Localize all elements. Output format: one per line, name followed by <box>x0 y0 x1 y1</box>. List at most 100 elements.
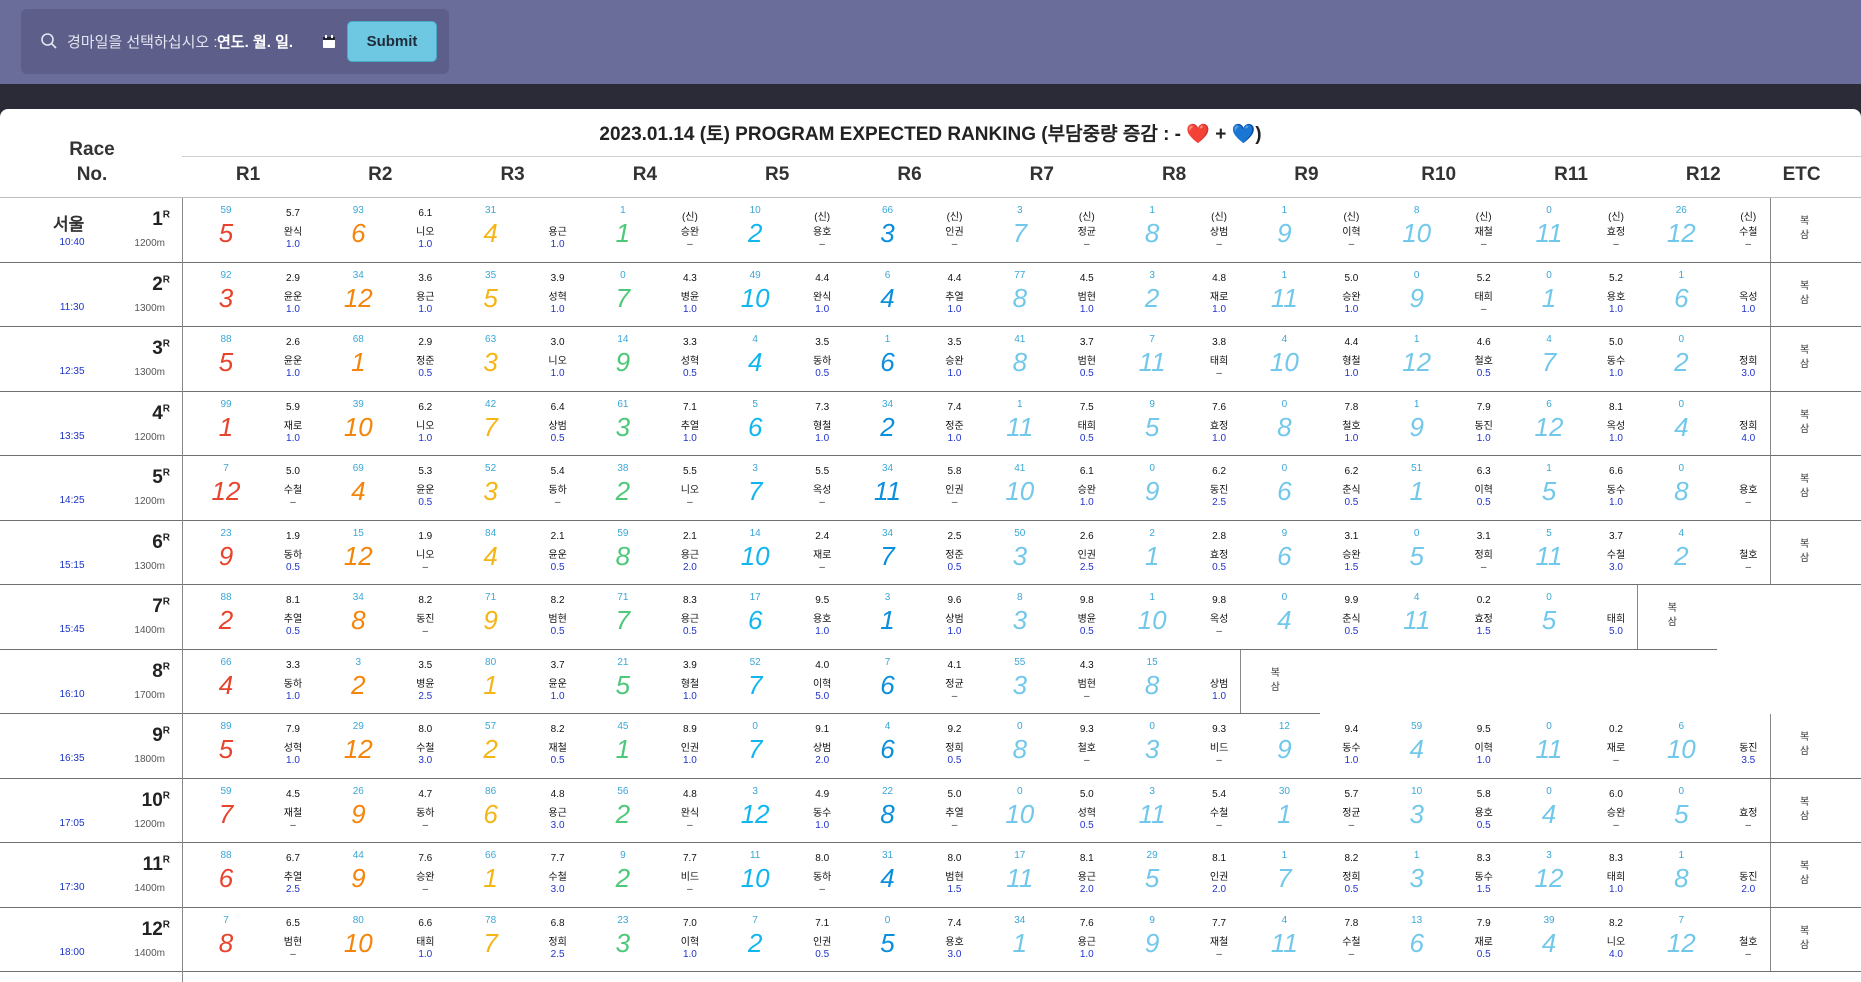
race-time[interactable]: 15:45 <box>44 624 100 635</box>
horse-number: 8 <box>1128 218 1176 248</box>
jockey-name: 범현 <box>1065 288 1109 303</box>
odds-rank: 23 <box>611 915 635 926</box>
jockey-name: 범현 <box>933 868 977 883</box>
horse-cell: 5 11 3.7 수철 3.0 <box>1505 521 1638 586</box>
odds-rank: 0 <box>1537 592 1561 603</box>
horse-number: 4 <box>864 283 912 313</box>
jockey-name: 재로 <box>800 546 844 561</box>
jockey-name: 동하 <box>271 546 315 561</box>
weight-change: 2.0 <box>1726 884 1770 895</box>
horse-cell: 0 4 정희 4.0 <box>1637 392 1770 457</box>
horse-cell: 3 2 4.8 재로 1.0 <box>1108 263 1241 328</box>
odds-rank: 30 <box>1272 786 1296 797</box>
calendar-icon[interactable] <box>322 34 336 49</box>
horse-number: 3 <box>1393 799 1441 829</box>
jockey-name: 성혁 <box>1065 804 1109 819</box>
date-input[interactable]: 연도. 월. 일. <box>217 31 293 52</box>
horse-number: 6 <box>1657 283 1705 313</box>
race-time[interactable]: 15:15 <box>44 560 100 571</box>
etc-divider <box>1770 908 1771 973</box>
etc-line1: 복 <box>1790 409 1820 423</box>
weight-change: 0.5 <box>1329 884 1373 895</box>
horse-cell: 15 8 상범 1.0 <box>1108 650 1241 715</box>
jockey-name: 동하 <box>271 675 315 690</box>
horse-cell: 61 3 7.1 추열 1.0 <box>579 392 712 457</box>
horse-cell: 29 5 8.1 인권 2.0 <box>1108 843 1241 908</box>
jockey-name: 병윤 <box>1065 610 1109 625</box>
odds-rank: 9 <box>1272 528 1296 539</box>
expected-score: 9.1 <box>800 724 844 735</box>
race-time[interactable]: 18:00 <box>44 947 100 958</box>
expected-score: 4.4 <box>1329 337 1373 348</box>
odds-rank: 11 <box>743 850 767 861</box>
weight-change: – <box>403 562 447 573</box>
weight-change: 3.0 <box>536 884 580 895</box>
weight-change: 1.0 <box>1594 304 1638 315</box>
odds-rank: 17 <box>743 592 767 603</box>
race-time[interactable]: 17:30 <box>44 882 100 893</box>
race-time[interactable]: 12:35 <box>44 366 100 377</box>
odds-rank: 34 <box>1008 915 1032 926</box>
horse-cell: 49 10 4.4 완식 1.0 <box>711 263 844 328</box>
odds-rank: 0 <box>1537 205 1561 216</box>
horse-number: 4 <box>467 541 515 571</box>
horse-cell: 59 5 5.7 완식 1.0 <box>182 198 315 263</box>
race-time[interactable]: 16:10 <box>44 689 100 700</box>
submit-button[interactable]: Submit <box>347 21 437 62</box>
jockey-name: 동진 <box>1462 417 1506 432</box>
jockey-name: 수철 <box>1594 546 1638 561</box>
weight-change: – <box>668 820 712 831</box>
weight-change: – <box>1594 755 1638 766</box>
weight-change: 0.5 <box>1329 497 1373 508</box>
horse-cell: 15 12 1.9 니오 – <box>314 521 447 586</box>
weight-change: – <box>1197 626 1241 637</box>
jockey-name: 효정 <box>1197 546 1241 561</box>
odds-rank: 1 <box>1405 399 1429 410</box>
jockey-name: 동진 <box>403 610 447 625</box>
race-time[interactable]: 14:25 <box>44 495 100 506</box>
horse-number: 3 <box>864 218 912 248</box>
expected-score: 7.1 <box>800 918 844 929</box>
race-time[interactable]: 11:30 <box>44 302 100 313</box>
expected-score: 7.8 <box>1329 402 1373 413</box>
horse-number: 9 <box>599 347 647 377</box>
horse-number: 8 <box>864 799 912 829</box>
expected-score: 5.0 <box>1065 789 1109 800</box>
jockey-name: 정희 <box>536 933 580 948</box>
horse-number: 10 <box>1393 218 1441 248</box>
race-time[interactable]: 16:35 <box>44 753 100 764</box>
expected-score: 8.1 <box>1065 853 1109 864</box>
expected-score: 4.4 <box>933 273 977 284</box>
odds-rank: 26 <box>1669 205 1693 216</box>
odds-rank: 2 <box>1140 528 1164 539</box>
horse-number: 4 <box>467 218 515 248</box>
horse-number: 7 <box>1260 863 1308 893</box>
jockey-name: 재로 <box>271 417 315 432</box>
race-number-value: 10 <box>142 790 163 811</box>
race-distance: 1300m <box>115 367 165 378</box>
horse-cell: 30 1 5.7 정균 – <box>1240 779 1373 844</box>
horse-number: 3 <box>996 605 1044 635</box>
expected-score: 3.3 <box>668 337 712 348</box>
horse-number: 1 <box>864 605 912 635</box>
jockey-name: 태희 <box>1594 610 1638 625</box>
race-number: 8R <box>120 661 170 683</box>
race-time[interactable]: 10:40 <box>44 237 100 248</box>
column-header: R6 <box>870 164 950 186</box>
horse-cell: 63 3 3.0 니오 1.0 <box>447 327 580 392</box>
expected-score: 8.2 <box>1594 918 1638 929</box>
horse-cell: 34 8 8.2 동진 – <box>314 585 447 650</box>
horse-cell: 59 7 4.5 재철 – <box>182 779 315 844</box>
horse-number: 11 <box>1393 605 1441 635</box>
horse-cell: 34 2 7.4 정준 1.0 <box>844 392 977 457</box>
odds-rank: 0 <box>611 270 635 281</box>
weight-change: – <box>1329 949 1373 960</box>
race-time[interactable]: 13:35 <box>44 431 100 442</box>
jockey-name: 재철 <box>271 804 315 819</box>
race-time[interactable]: 17:05 <box>44 818 100 829</box>
odds-rank: 3 <box>743 463 767 474</box>
horse-cell: 9 6 3.1 승완 1.5 <box>1240 521 1373 586</box>
odds-rank: 34 <box>876 463 900 474</box>
jockey-name: 윤운 <box>403 481 447 496</box>
expected-score: 7.4 <box>933 402 977 413</box>
